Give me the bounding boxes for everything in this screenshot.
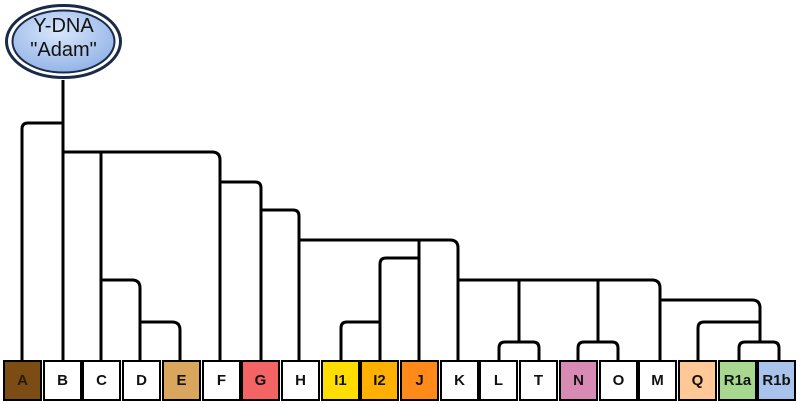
haplogroup-a: A (3, 360, 42, 401)
q-r-join (696, 320, 760, 360)
haplogroup-h: H (281, 360, 320, 401)
haplogroup-l: L (479, 360, 518, 401)
bt-bar (63, 150, 222, 360)
haplogroup-e: E (162, 360, 201, 401)
cde-join (101, 278, 142, 360)
root-label: Y-DNA "Adam" (4, 14, 123, 62)
n-o-join (576, 340, 620, 360)
hijk-bar (299, 238, 460, 360)
haplogroup-i1: I1 (321, 360, 360, 401)
haplogroup-i2: I2 (360, 360, 399, 401)
haplogroup-m: M (638, 360, 677, 401)
haplogroup-o: O (599, 360, 638, 401)
haplogroup-n: N (559, 360, 598, 401)
r1a-r1b-join (737, 340, 781, 360)
ct-to-f (220, 180, 263, 360)
haplogroup-c: C (82, 360, 121, 401)
haplogroup-j: J (400, 360, 439, 401)
fg-to-h (261, 208, 301, 360)
haplogroup-g: G (241, 360, 280, 401)
haplogroup-row: A B C D E F G H I1 I2 J K L T N O M Q R1a R1b (3, 360, 799, 401)
haplogroup-t: T (519, 360, 558, 401)
ij-to-i (378, 256, 419, 322)
haplogroup-q: Q (678, 360, 717, 401)
de-join (140, 320, 182, 360)
k-bar (458, 278, 662, 360)
haplogroup-k: K (440, 360, 479, 401)
haplogroup-d: D (122, 360, 161, 401)
haplogroup-b: B (43, 360, 82, 401)
haplogroup-f: F (202, 360, 241, 401)
root-node-ellipse (5, 4, 122, 79)
p-bar (660, 298, 762, 342)
root-label-line1: Y-DNA (33, 15, 94, 37)
haplogroup-r1b: R1b (757, 360, 796, 401)
i1-i2-join (339, 320, 382, 360)
root-label-line2: "Adam" (30, 39, 97, 61)
branch-a (20, 121, 63, 360)
l-t-join (497, 340, 541, 360)
haplogroup-r1a: R1a (718, 360, 757, 401)
